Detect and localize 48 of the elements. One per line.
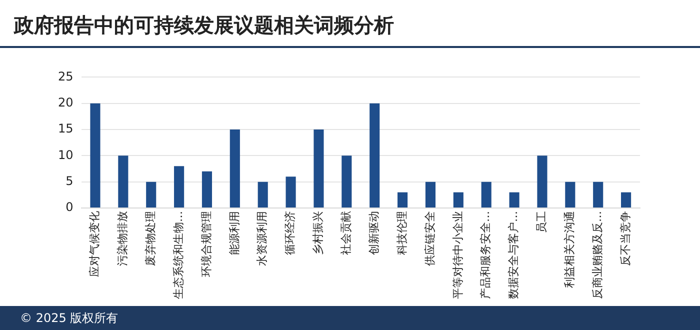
text: © 2025 版权所有 bbox=[0, 306, 700, 330]
x-tick-label: 员工 bbox=[535, 211, 548, 233]
y-tick-label: 20 bbox=[58, 95, 74, 110]
x-tick-label: 社会贡献 bbox=[340, 211, 353, 255]
x-tick-label: 产品和服务安全… bbox=[479, 211, 492, 299]
x-tick-label: 供应链安全 bbox=[423, 211, 436, 266]
x-tick-label: 循环经济 bbox=[284, 211, 297, 255]
bar bbox=[537, 156, 548, 208]
bar bbox=[481, 182, 492, 208]
bar bbox=[286, 176, 296, 208]
bar bbox=[425, 182, 436, 208]
y-tick-label: 10 bbox=[58, 148, 74, 162]
x-tick-label: 能源利用 bbox=[228, 211, 241, 255]
bar bbox=[314, 130, 324, 208]
x-tick-label: 环境合规管理 bbox=[200, 211, 213, 277]
x-tick-label: 数据安全与客户… bbox=[507, 211, 520, 299]
bar bbox=[118, 156, 128, 208]
x-tick-label: 污染物排放 bbox=[116, 211, 130, 266]
bar bbox=[202, 171, 212, 208]
chart-title: 政府报告中的可持续发展议题相关词频分析 bbox=[14, 12, 394, 39]
x-tick-label: 创新驱动 bbox=[367, 211, 380, 255]
bar bbox=[398, 192, 408, 208]
bar bbox=[453, 192, 464, 208]
y-tick-label: 15 bbox=[58, 122, 74, 136]
bar bbox=[342, 156, 352, 208]
x-tick-label: 乡村振兴 bbox=[312, 211, 325, 255]
bar bbox=[621, 192, 632, 208]
bar bbox=[258, 182, 268, 208]
x-tick-label: 反不当竞争 bbox=[618, 211, 632, 266]
x-tick-label: 反商业贿赂及反… bbox=[590, 211, 604, 299]
x-tick-label: 利益相关方沟通 bbox=[563, 211, 576, 288]
x-tick-label: 水资源利用 bbox=[256, 211, 269, 266]
bar bbox=[146, 182, 156, 208]
bar bbox=[565, 182, 576, 208]
bar bbox=[90, 103, 100, 208]
x-tick-label: 生态系统和生物… bbox=[172, 211, 185, 299]
x-tick-label: 平等对待中小企业 bbox=[451, 211, 464, 299]
bar bbox=[593, 182, 604, 208]
x-tick-label: 科技伦理 bbox=[395, 211, 408, 255]
x-tick-label: 废弃物处理 bbox=[144, 211, 157, 266]
bar bbox=[230, 130, 240, 208]
x-tick-label: 应对气候变化 bbox=[88, 211, 102, 277]
y-tick-label: 25 bbox=[58, 69, 74, 84]
y-tick-label: 5 bbox=[66, 174, 74, 188]
bar bbox=[370, 103, 380, 208]
bar bbox=[509, 192, 520, 208]
bar bbox=[174, 166, 184, 208]
y-tick-label: 0 bbox=[66, 200, 74, 214]
